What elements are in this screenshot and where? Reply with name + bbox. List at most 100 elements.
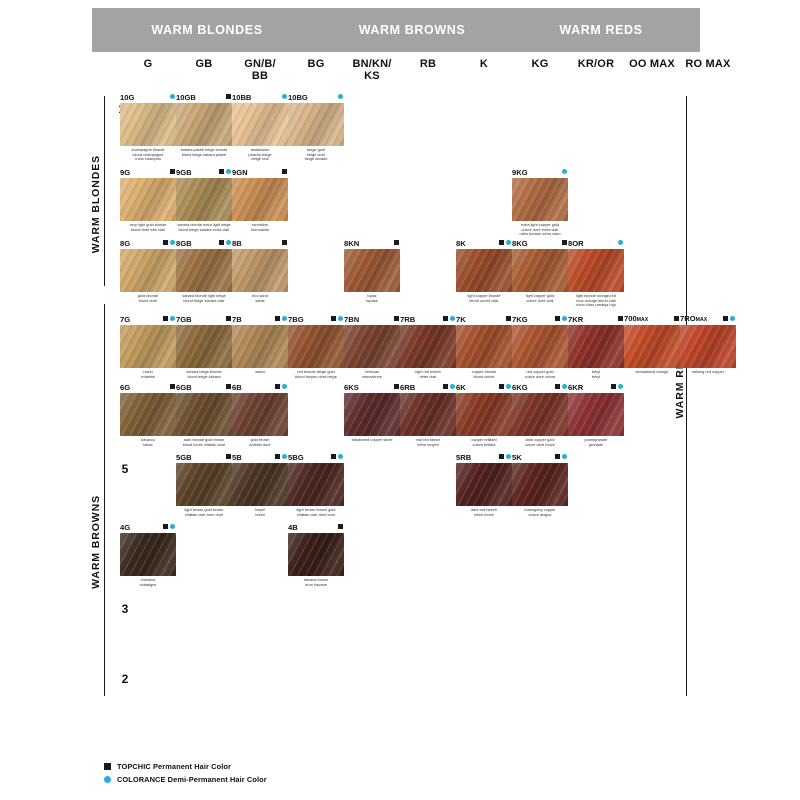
swatch-code: 6B [232, 383, 242, 392]
swatch-cell[interactable]: 7RB light red beech hêtre clair [400, 314, 456, 379]
hair-swatch[interactable] [120, 178, 176, 221]
hair-swatch[interactable] [568, 393, 624, 436]
swatch-cell[interactable]: 6GB dark blonde gold brown blond foncé ch… [176, 382, 232, 447]
hair-swatch[interactable] [176, 249, 232, 292]
hair-swatch[interactable] [568, 249, 624, 292]
topchic-marker-icon [219, 240, 224, 245]
swatch-cell[interactable]: 9GN tormaline tourmaline [232, 167, 288, 232]
swatch-cell[interactable]: 8GB sahara blonde light beige blond beige… [176, 238, 232, 303]
hair-swatch[interactable] [232, 249, 288, 292]
swatch-cell[interactable]: 7KR beryl béryl [568, 314, 624, 379]
hair-swatch[interactable] [512, 463, 568, 506]
hair-swatch[interactable] [456, 393, 512, 436]
hair-swatch[interactable] [176, 325, 232, 368]
swatch-product-markers [506, 316, 511, 321]
swatch-cell[interactable]: 9KG extra light copper gold cuivré doré e… [512, 167, 568, 237]
swatch-cell[interactable]: 7GB sahara beige blonde blond beige sahar… [176, 314, 232, 379]
hair-swatch[interactable] [456, 463, 512, 506]
hair-swatch[interactable] [288, 325, 344, 368]
topchic-marker-icon [163, 240, 168, 245]
swatch-code-row: 8KG [512, 238, 568, 249]
hair-swatch[interactable] [288, 103, 344, 146]
swatch-sheen [512, 393, 568, 436]
hair-swatch[interactable] [176, 393, 232, 436]
swatch-cell[interactable]: 6RB mid red beech hêtre moyen [400, 382, 456, 447]
swatch-cell[interactable]: 5RB dark red beech hêtre foncé [456, 452, 512, 517]
hair-swatch[interactable] [512, 325, 568, 368]
swatch-cell[interactable]: 700MAX sensational orange [624, 314, 680, 375]
swatch-cell[interactable]: 10GB sahara pastel beige blonde blond bei… [176, 92, 232, 157]
hair-swatch[interactable] [512, 178, 568, 221]
swatch-cell[interactable]: 10BB andalusian peachy beige beige real [232, 92, 288, 162]
hair-swatch[interactable] [456, 249, 512, 292]
swatch-cell[interactable]: 5K mahogany copper cuivre acajou [512, 452, 568, 517]
hair-swatch[interactable] [232, 393, 288, 436]
hair-swatch[interactable] [456, 325, 512, 368]
swatch-cell[interactable]: 8KN topaz topaze [344, 238, 400, 303]
swatch-cell[interactable]: 7K copper blonde blond cuivré [456, 314, 512, 379]
hair-swatch[interactable] [624, 325, 680, 368]
topchic-marker-icon [275, 316, 280, 321]
swatch-cell[interactable]: 8K light copper blonde blond cuivré clair [456, 238, 512, 303]
swatch-cell[interactable]: 7BG red blonde beige gold blond moyen dor… [288, 314, 344, 379]
swatch-cell[interactable]: 9G very light gold blonde blond doré très… [120, 167, 176, 232]
hair-swatch[interactable] [344, 393, 400, 436]
swatch-cell[interactable]: 6KR pomegranate grenade [568, 382, 624, 447]
hair-swatch[interactable] [120, 533, 176, 576]
swatch-cell[interactable]: 5B brazil brésil [232, 452, 288, 517]
hair-swatch[interactable] [120, 325, 176, 368]
hair-swatch[interactable] [568, 325, 624, 368]
swatch-sheen [176, 463, 232, 506]
swatch-cell[interactable]: 5BG light brown brown gold châtain clair … [288, 452, 344, 517]
swatch-cell[interactable]: 8KG light copper gold cuivre doré clair [512, 238, 568, 303]
hair-swatch[interactable] [288, 533, 344, 576]
family-label-warm-browns: WARM BROWNS [358, 23, 466, 37]
hair-swatch[interactable] [232, 178, 288, 221]
swatch-cell[interactable]: 5GB light brown gold brown châtain clair … [176, 452, 232, 517]
hair-swatch[interactable] [232, 463, 288, 506]
swatch-cell[interactable]: 9GB sahara blonde extra light beige blond… [176, 167, 232, 232]
swatch-cell[interactable]: 7G hazel noisette [120, 314, 176, 379]
swatch-cell[interactable]: 7BN veruvian vésuvienne [344, 314, 400, 379]
hair-swatch[interactable] [512, 393, 568, 436]
hair-swatch[interactable] [176, 178, 232, 221]
swatch-caption: beige gold beige doré beige dorado [304, 147, 328, 162]
swatch-cell[interactable]: 6G tobacco tabac [120, 382, 176, 447]
hair-swatch[interactable] [232, 103, 288, 146]
swatch-cell[interactable]: 6KS blackened copper silver [344, 382, 400, 443]
swatch-cell[interactable]: 10BG beige gold beige doré beige dorado [288, 92, 344, 162]
hair-swatch[interactable] [512, 249, 568, 292]
swatch-cell[interactable]: 7ROMAX striking red copper [680, 314, 736, 375]
swatch-cell[interactable]: 7B safari [232, 314, 288, 375]
swatch-cell[interactable]: 10G champagne blonde blond champagne rubi… [120, 92, 176, 162]
hair-swatch[interactable] [400, 393, 456, 436]
topchic-marker-icon [443, 316, 448, 321]
hair-swatch[interactable] [120, 249, 176, 292]
hair-swatch[interactable] [288, 463, 344, 506]
swatch-caption: veruvian vésuvienne [362, 369, 382, 379]
hair-swatch[interactable] [400, 325, 456, 368]
swatch-cell[interactable]: 6B gold brown châtain doré [232, 382, 288, 447]
column-header-bg: BG [307, 58, 325, 70]
hair-swatch[interactable] [120, 103, 176, 146]
swatch-cell[interactable]: 6K copper brilliant cuivre brillant [456, 382, 512, 447]
swatch-code: 6GB [176, 383, 192, 392]
swatch-product-markers [275, 384, 287, 389]
swatch-cell[interactable]: 4B havana brown brun havane [288, 522, 344, 587]
hair-swatch[interactable] [344, 249, 400, 292]
swatch-cell[interactable]: 8OR light blonde orange-red roux-orange b… [568, 238, 624, 308]
swatch-cell[interactable]: 4G chestnut châtaigne [120, 522, 176, 587]
topchic-marker-icon [674, 316, 679, 321]
swatch-cell[interactable]: 7KG red copper gold cuivre doré cuivre [512, 314, 568, 379]
hair-swatch[interactable] [120, 393, 176, 436]
hair-swatch[interactable] [176, 463, 232, 506]
hair-swatch[interactable] [680, 325, 736, 368]
hair-swatch[interactable] [232, 325, 288, 368]
swatch-cell[interactable]: 8G gold blonde blond doré [120, 238, 176, 303]
strand-texture [288, 103, 344, 146]
hair-swatch[interactable] [344, 325, 400, 368]
swatch-cell[interactable]: 6KG dark copper gold cuivre doré foncé [512, 382, 568, 447]
swatch-product-markers [618, 240, 623, 245]
hair-swatch[interactable] [176, 103, 232, 146]
swatch-cell[interactable]: 8B eco sand sable [232, 238, 288, 303]
